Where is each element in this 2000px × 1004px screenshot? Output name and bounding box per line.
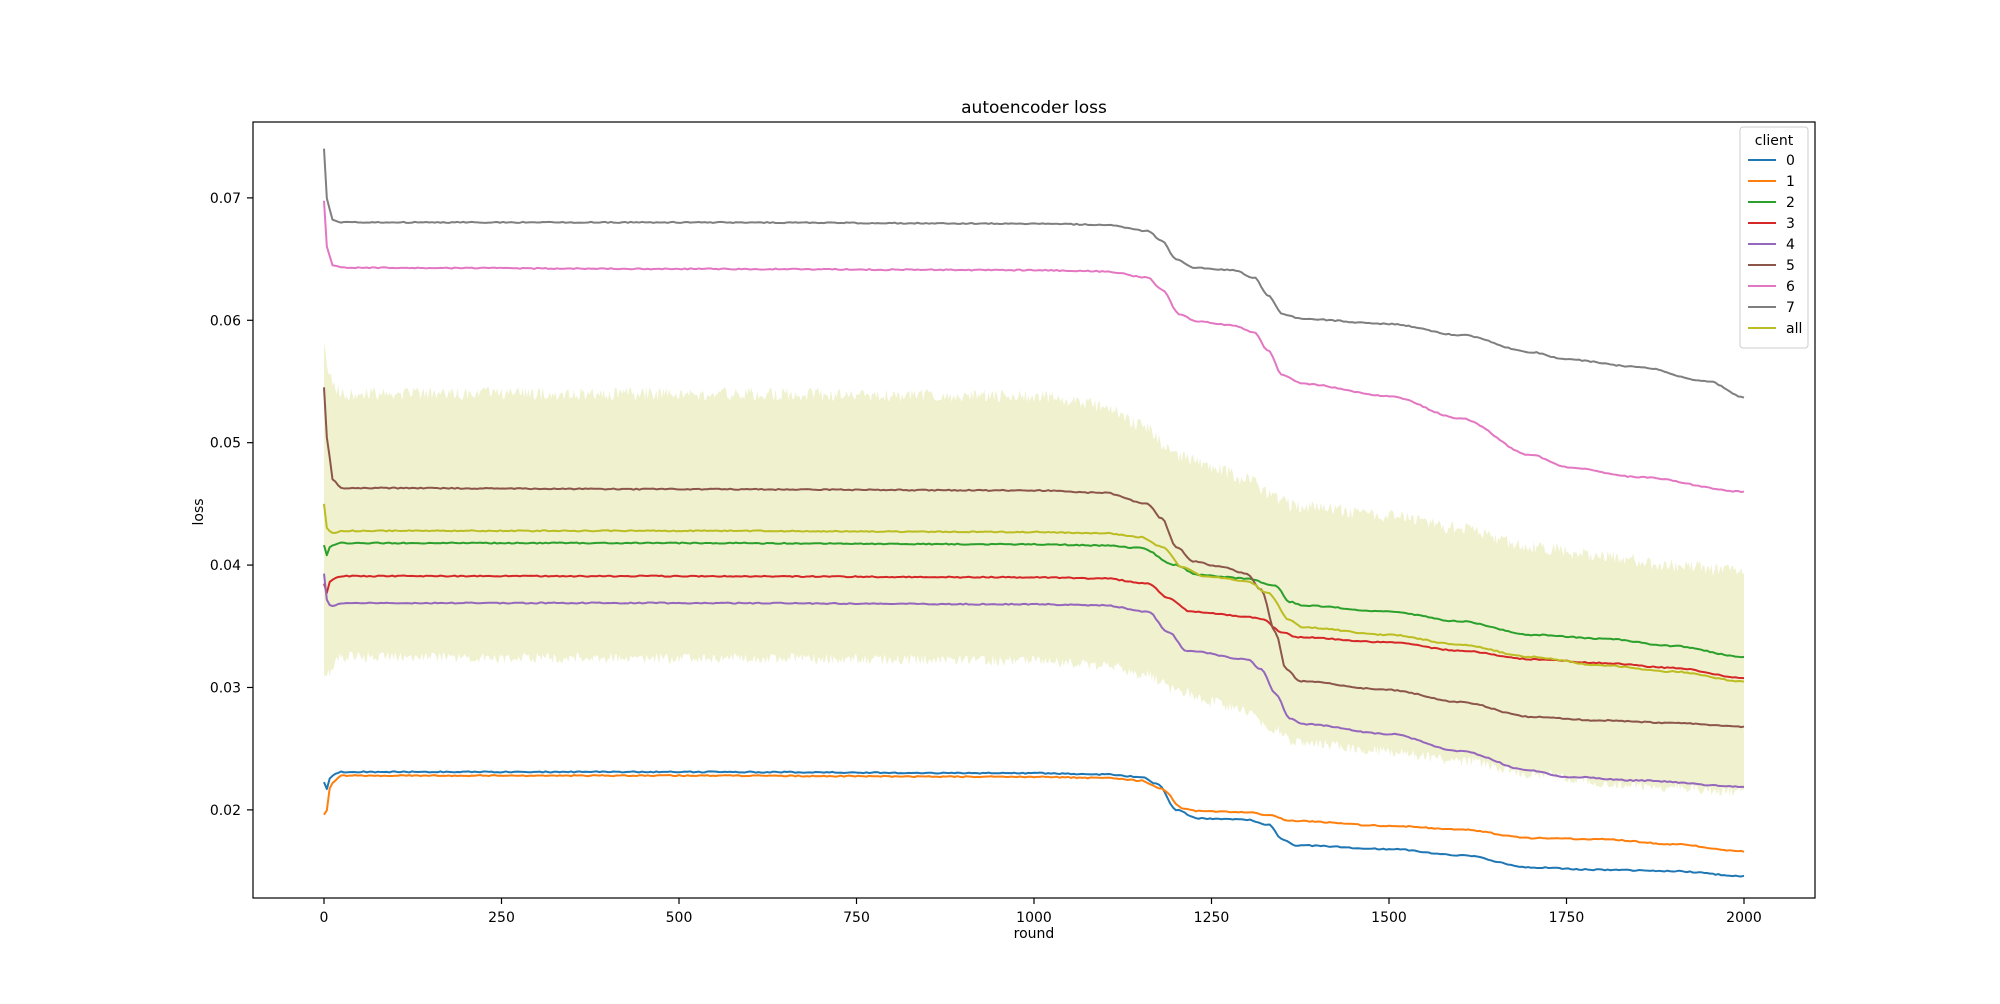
series-line-5: [323, 387, 1745, 729]
x-tick-label: 0: [320, 910, 329, 926]
legend-title: client: [1755, 133, 1794, 149]
series-line-2: [323, 541, 1745, 659]
y-tick-label: 0.02: [210, 803, 241, 819]
y-tick-label: 0.04: [210, 558, 241, 574]
legend-label-5: 5: [1786, 258, 1795, 274]
legend-label-6: 6: [1786, 279, 1795, 295]
series-line-3: [323, 574, 1745, 680]
x-tick-label: 250: [488, 910, 515, 926]
legend-box: [1739, 126, 1809, 349]
legend-label-4: 4: [1786, 237, 1795, 253]
x-tick-label: 750: [843, 910, 870, 926]
series-line-1: [323, 774, 1745, 853]
x-tick-label: 1500: [1371, 910, 1407, 926]
y-tick-label: 0.06: [210, 313, 241, 329]
y-tick-label: 0.07: [210, 191, 241, 207]
chart-title: autoencoder loss: [961, 98, 1107, 118]
x-tick-label: 500: [666, 910, 693, 926]
legend-label-7: 7: [1786, 300, 1795, 316]
all-std-band: [324, 342, 1744, 797]
x-tick-label: 1250: [1194, 910, 1230, 926]
x-tick-label: 2000: [1726, 910, 1762, 926]
series-line-6: [323, 200, 1745, 494]
series-line-0: [323, 770, 1745, 878]
series-lines-layer: [323, 148, 1745, 878]
legend-label-2: 2: [1786, 195, 1795, 211]
series-line-all: [323, 503, 1745, 683]
y-tick-label: 0.05: [210, 436, 241, 452]
legend-label-0: 0: [1786, 153, 1795, 169]
all-band-layer: [324, 342, 1744, 797]
legend-label-1: 1: [1786, 174, 1795, 190]
x-tick-label: 1000: [1016, 910, 1052, 926]
legend-label-all: all: [1786, 321, 1802, 337]
series-line-4: [323, 573, 1745, 788]
series-line-7: [323, 148, 1745, 399]
axes-layer: 0 250 500 750 1000 1250 1500 1750 20000.020.030.…: [210, 121, 1816, 926]
y-tick-label: 0.03: [210, 680, 241, 696]
y-axis-label: loss: [191, 498, 207, 525]
legend: client 0 1 2 3 4 5 6 7 all: [1739, 126, 1809, 349]
x-axis-label: round: [1014, 926, 1055, 942]
x-tick-label: 1750: [1549, 910, 1585, 926]
legend-label-3: 3: [1786, 216, 1795, 232]
